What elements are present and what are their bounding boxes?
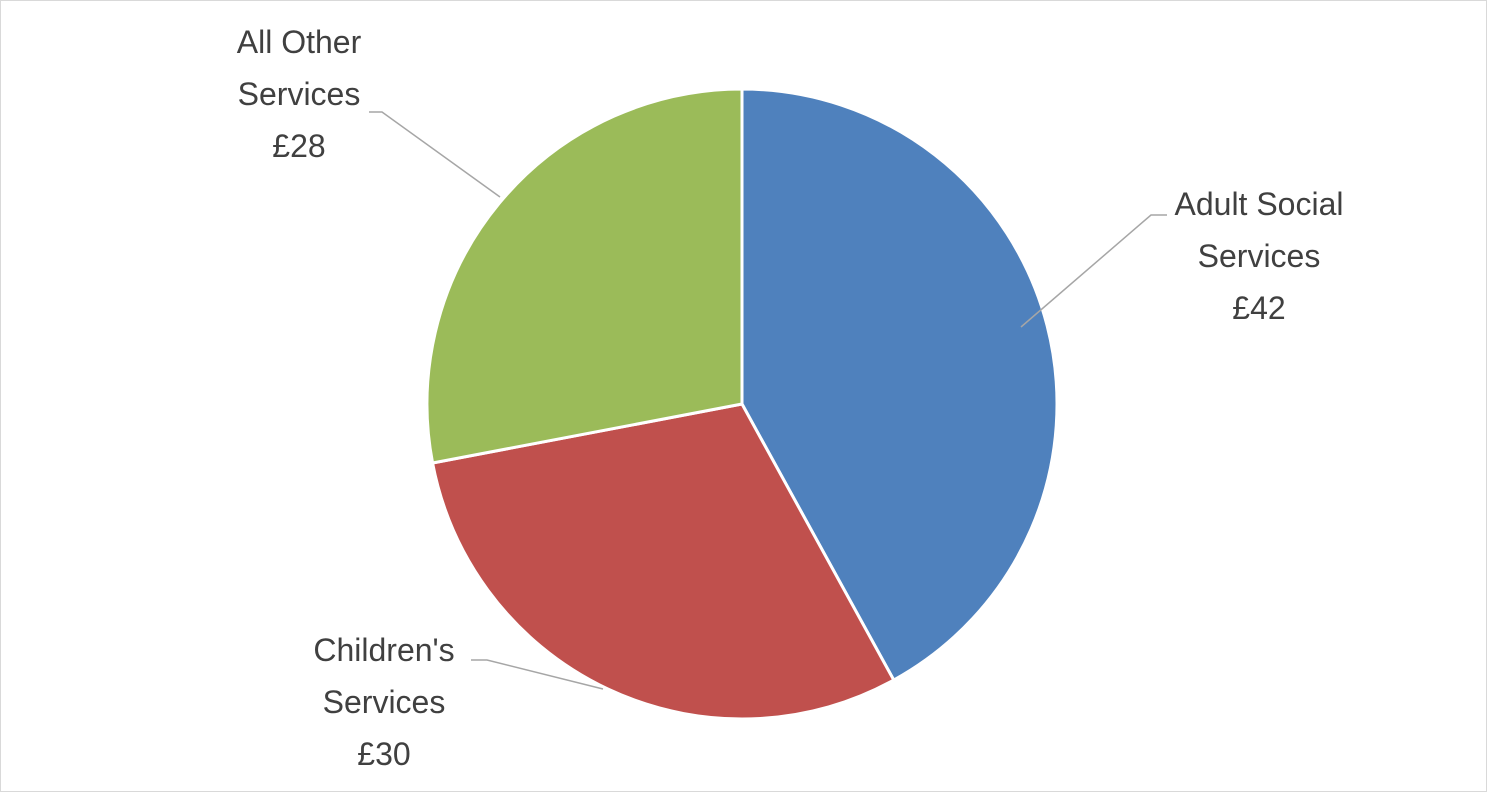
data-label-line: Children's <box>313 632 454 668</box>
data-label-children-s-services: Children's Services £30 <box>313 632 454 772</box>
data-label-all-other-services: All Other Services £28 <box>237 24 362 164</box>
data-label-line: Services <box>323 684 446 720</box>
leader-line-children-s-services <box>471 659 604 690</box>
leader-line-all-other-services <box>369 111 501 198</box>
data-label-adult-social-services: Adult Social Services £42 <box>1175 186 1344 326</box>
pie-slice-adult-social-services <box>740 87 1059 683</box>
data-label-line: £30 <box>357 736 410 772</box>
data-label-line: All Other <box>237 24 362 60</box>
data-labels: Adult Social Services £42 Children's Service… <box>237 24 1344 772</box>
data-label-line: Services <box>238 76 361 112</box>
data-label-line: £42 <box>1232 290 1285 326</box>
data-label-line: Services <box>1198 238 1321 274</box>
pie-slices <box>425 87 1059 721</box>
pie-slice-children-s-services <box>430 402 896 721</box>
leader-lines <box>369 111 1167 690</box>
pie-slice-all-other-services <box>425 87 744 465</box>
leader-line-adult-social-services <box>1020 214 1167 328</box>
data-label-line: £28 <box>272 128 325 164</box>
data-label-line: Adult Social <box>1175 186 1344 222</box>
